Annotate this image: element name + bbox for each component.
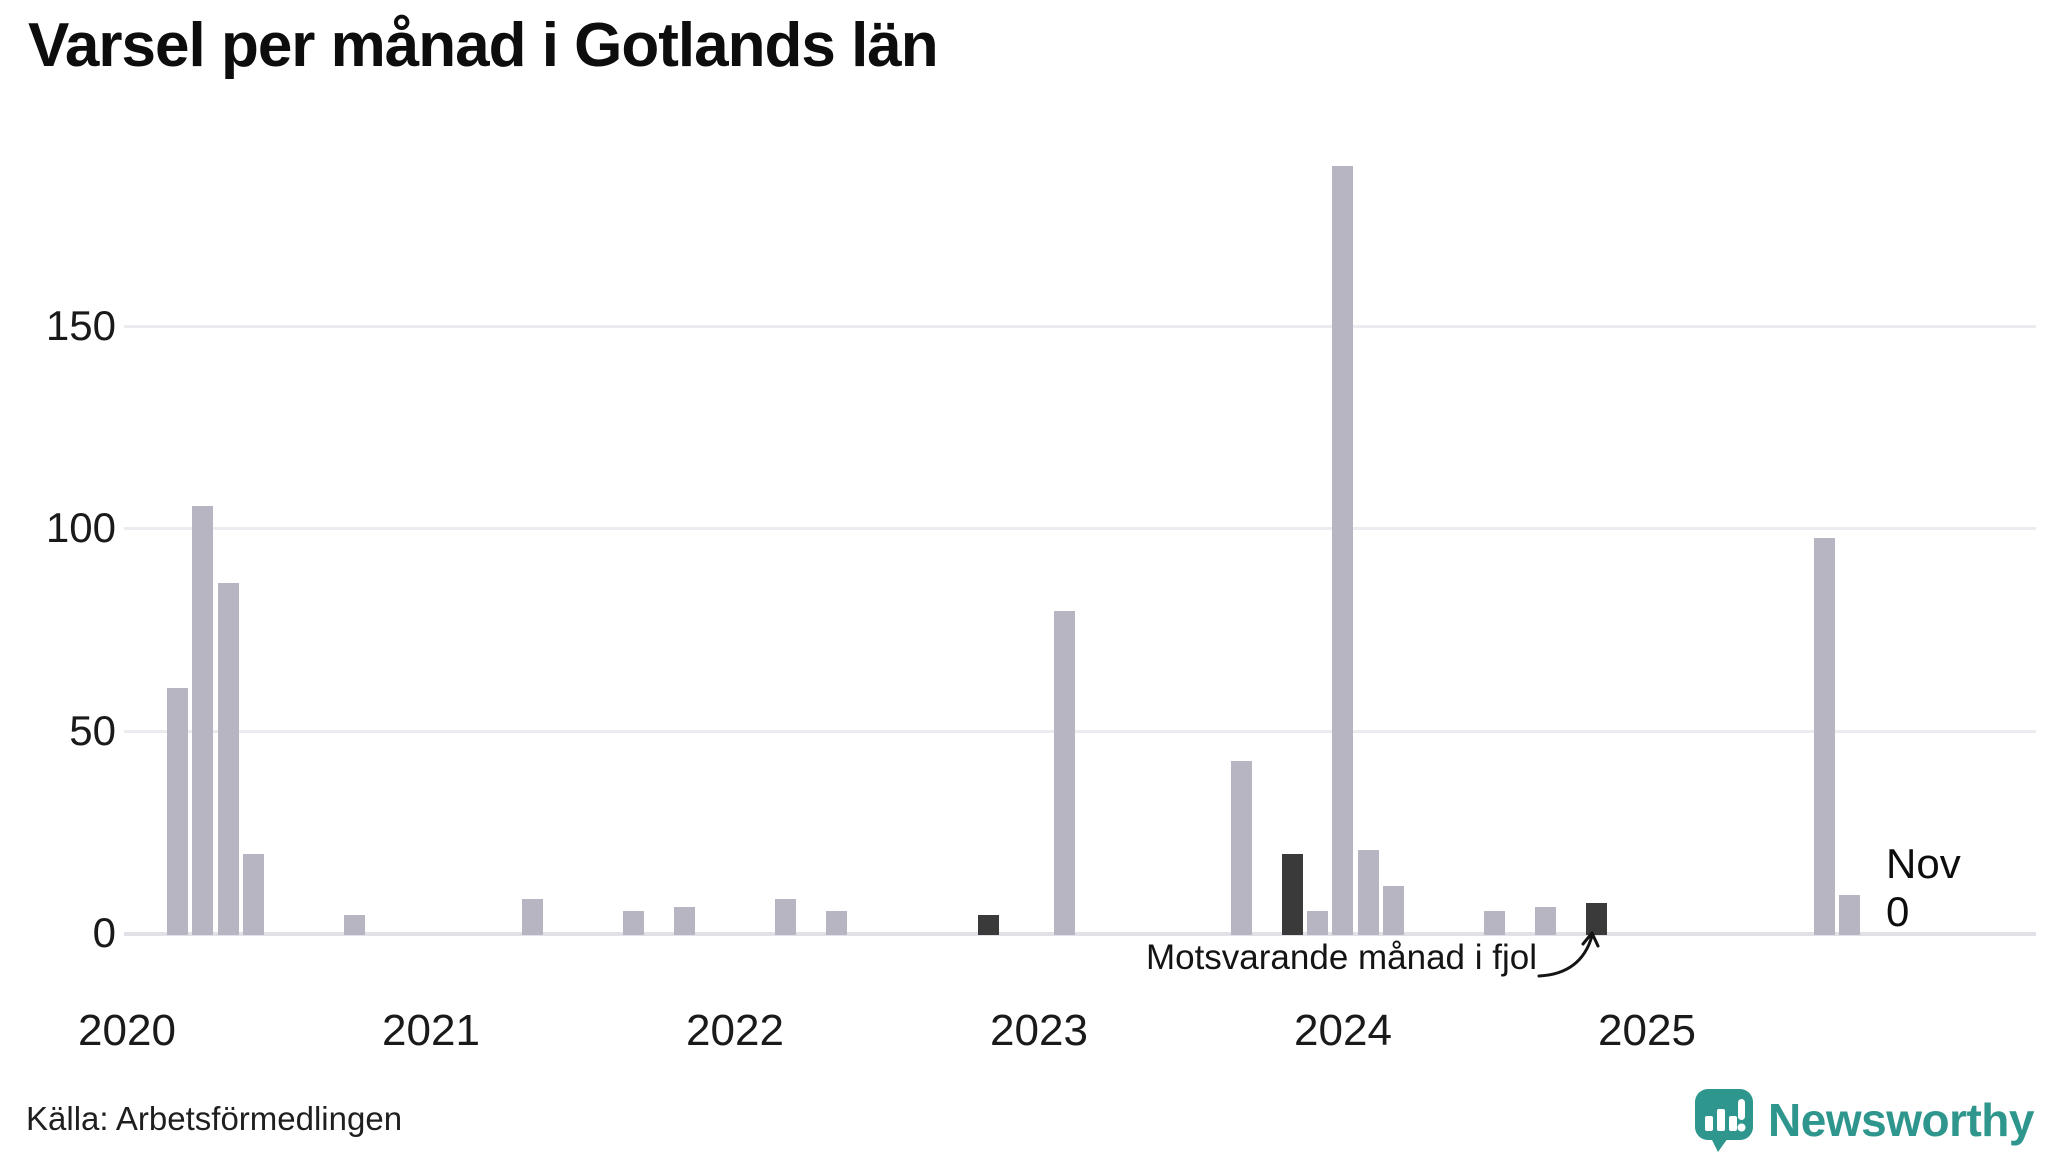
source-label: Källa: Arbetsförmedlingen — [26, 1100, 403, 1137]
bar — [1383, 886, 1404, 935]
bar — [1535, 907, 1556, 935]
bar — [1358, 850, 1379, 935]
bar — [1484, 911, 1505, 935]
bar — [167, 688, 188, 935]
bar — [1307, 911, 1328, 935]
chart-title: Varsel per månad i Gotlands län — [28, 11, 939, 80]
bar-chart-speech-bubble-icon — [1695, 1089, 1754, 1152]
x-tick-label: 2021 — [382, 1006, 480, 1055]
logo-text: Newsworthy — [1768, 1094, 2034, 1146]
bar-previous-november — [1586, 903, 1607, 935]
bar — [826, 911, 847, 935]
bar — [192, 506, 213, 935]
bar — [674, 907, 695, 935]
bar — [1814, 538, 1835, 935]
y-tick-label: 50 — [69, 707, 116, 754]
x-tick-label: 2020 — [78, 1006, 176, 1055]
x-tick-label: 2023 — [990, 1006, 1088, 1055]
current-month-label: Nov 0 — [1886, 840, 1961, 936]
x-axis-baseline — [124, 932, 2036, 936]
gridline — [124, 527, 2036, 530]
bar — [623, 911, 644, 935]
annotation-label: Motsvarande månad i fjol — [1145, 938, 1537, 977]
annotation-arrow-icon — [1537, 931, 1600, 978]
bar — [1054, 611, 1075, 935]
gridline — [124, 730, 2036, 733]
newsworthy-logo: Newsworthy — [1694, 1088, 2034, 1152]
x-tick-label: 2022 — [686, 1006, 784, 1055]
bar — [522, 899, 543, 935]
x-tick-label: 2025 — [1598, 1006, 1696, 1055]
bar-previous-november — [1282, 854, 1303, 935]
bar — [243, 854, 264, 935]
bar — [1839, 895, 1860, 935]
x-tick-label: 2024 — [1294, 1006, 1392, 1055]
y-tick-label: 100 — [45, 504, 116, 551]
bar — [1332, 166, 1353, 935]
bar — [1231, 761, 1252, 935]
y-tick-label: 0 — [92, 909, 116, 956]
bar-previous-november — [978, 915, 999, 935]
bar — [218, 583, 239, 935]
current-month-name: Nov — [1886, 840, 1961, 887]
bar — [775, 899, 796, 935]
gridline — [124, 325, 2036, 328]
current-month-value: 0 — [1886, 888, 1910, 935]
y-tick-label: 150 — [45, 302, 116, 349]
bar — [344, 915, 365, 935]
